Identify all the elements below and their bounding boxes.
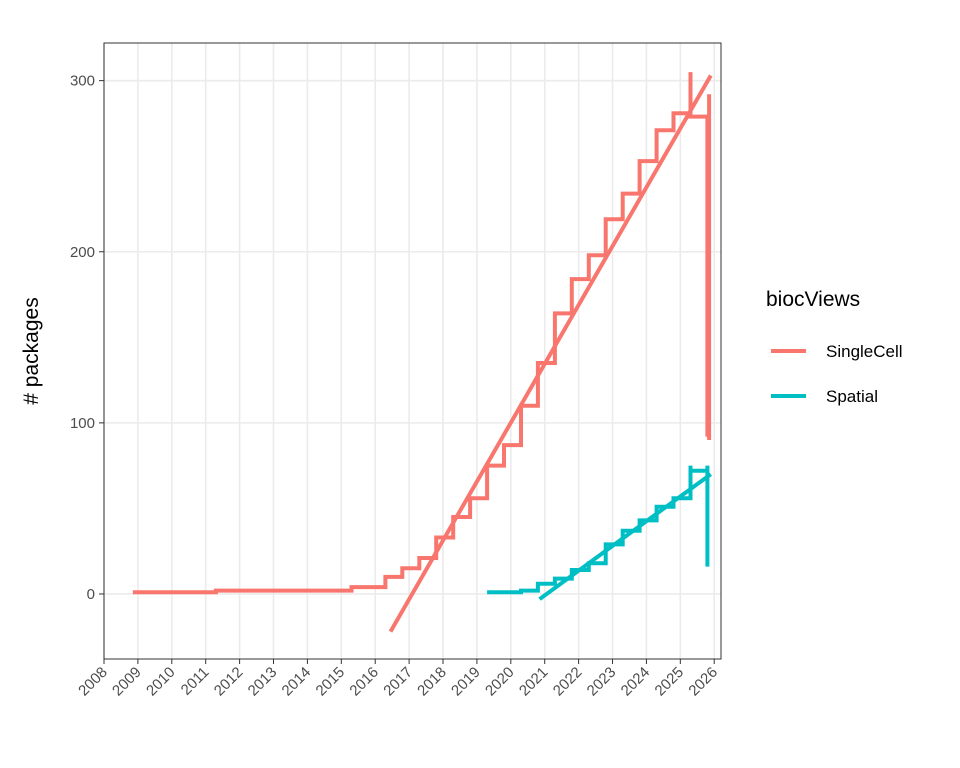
y-tick-label: 100 (70, 415, 95, 432)
x-tick-label: 2026 (685, 664, 721, 700)
x-tick-label: 2017 (380, 664, 416, 700)
x-tick-label: 2021 (516, 664, 552, 700)
x-tick-label: 2023 (584, 664, 620, 700)
x-tick-label: 2020 (482, 664, 518, 700)
x-tick-label: 2009 (109, 664, 145, 700)
x-tick-label: 2019 (448, 664, 484, 700)
y-tick-label: 0 (87, 586, 95, 603)
x-tick-label: 2024 (618, 664, 654, 700)
x-tick-label: 2018 (414, 664, 450, 700)
y-tick-label: 300 (70, 73, 95, 90)
x-tick-label: 2010 (143, 664, 179, 700)
x-tick-label: 2012 (211, 664, 247, 700)
y-tick-label: 200 (70, 244, 95, 261)
series-layer (132, 72, 713, 633)
plot-background (104, 43, 721, 659)
x-tick-label: 2016 (346, 664, 382, 700)
y-axis: 0 100 200 300 (70, 73, 104, 603)
x-tick-label: 2015 (313, 664, 349, 700)
x-tick-label: 2022 (550, 664, 586, 700)
singlecell-trend-line (388, 74, 713, 633)
x-tick-label: 2011 (178, 664, 213, 699)
grid (103, 43, 721, 659)
y-axis-title: # packages (20, 297, 43, 404)
legend-title: biocViews (766, 288, 860, 311)
x-tick-label: 2014 (279, 664, 315, 700)
legend-label: SingleCell (826, 342, 903, 361)
spatial-line (487, 465, 710, 595)
spatial-trend-line (538, 472, 712, 601)
x-tick-label: 2008 (75, 664, 111, 700)
x-tick-label: 2025 (652, 664, 688, 700)
legend-label: Spatial (826, 387, 878, 406)
x-tick-label: 2013 (245, 664, 281, 700)
legend: biocViews SingleCell Spatial (766, 288, 903, 406)
singlecell-line (132, 72, 710, 595)
plot-panel-border (103, 42, 722, 660)
